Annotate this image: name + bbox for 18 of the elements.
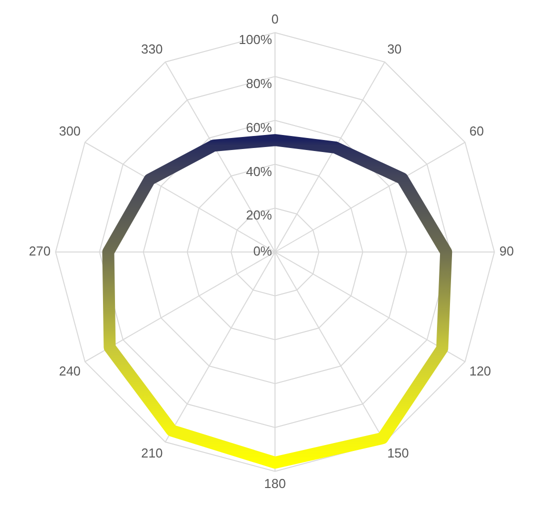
spoke-label: 240 bbox=[58, 364, 81, 379]
spoke-label: 180 bbox=[264, 476, 286, 491]
y-tick-label: 60% bbox=[246, 120, 272, 135]
spoke-label: 270 bbox=[28, 244, 51, 259]
spoke-label: 330 bbox=[141, 41, 163, 56]
spoke-label: 60 bbox=[469, 124, 484, 139]
y-tick-label: 80% bbox=[246, 76, 272, 92]
spoke-label: 120 bbox=[469, 364, 492, 379]
spoke-label: 30 bbox=[387, 41, 402, 56]
spoke-label: 300 bbox=[58, 124, 81, 139]
y-tick-label: 20% bbox=[246, 208, 272, 223]
spoke-label: 210 bbox=[141, 446, 163, 461]
spoke-label: 0 bbox=[271, 11, 279, 26]
spoke-label: 150 bbox=[387, 446, 409, 461]
y-tick-label: 40% bbox=[246, 164, 272, 179]
spoke-label: 90 bbox=[499, 244, 514, 259]
y-tick-label: 100% bbox=[238, 32, 272, 48]
y-tick-label: 0% bbox=[253, 244, 272, 259]
